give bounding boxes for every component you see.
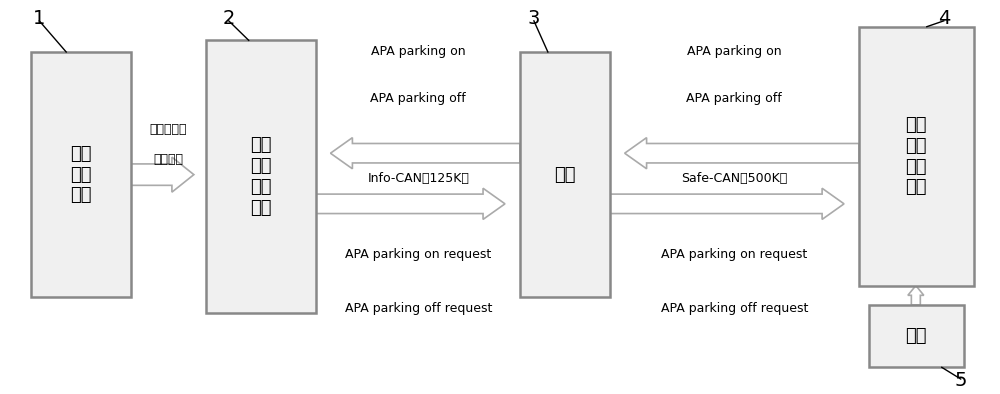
Text: APA parking off: APA parking off (686, 92, 782, 105)
Text: 网关: 网关 (554, 165, 576, 184)
Bar (859, 27, 974, 286)
Text: Safe-CAN（500K）: Safe-CAN（500K） (681, 172, 787, 185)
Text: 4: 4 (938, 9, 950, 28)
Text: APA parking off: APA parking off (370, 92, 466, 105)
Bar (31, 52, 131, 297)
Text: APA parking on request: APA parking on request (345, 248, 491, 261)
FancyArrow shape (330, 138, 520, 169)
Text: 开关: 开关 (906, 327, 927, 345)
Bar (206, 40, 316, 313)
Text: APA parking on request: APA parking on request (661, 248, 807, 261)
Text: 自动
泊车
系统
单元: 自动 泊车 系统 单元 (906, 116, 927, 196)
FancyArrow shape (610, 188, 844, 219)
Text: 5: 5 (954, 372, 967, 390)
Text: APA parking off request: APA parking off request (345, 303, 492, 316)
FancyArrow shape (908, 286, 924, 305)
FancyArrow shape (131, 157, 194, 192)
Text: Info-CAN（125K）: Info-CAN（125K） (367, 172, 469, 185)
Bar (520, 52, 610, 297)
Bar (869, 305, 964, 367)
Text: APA parking on: APA parking on (687, 45, 782, 58)
Text: APA parking off request: APA parking off request (661, 303, 808, 316)
FancyArrow shape (625, 138, 859, 169)
Text: 3: 3 (528, 9, 540, 28)
Text: APA parking on: APA parking on (371, 45, 466, 58)
FancyArrow shape (316, 188, 505, 219)
Text: 2: 2 (223, 9, 235, 28)
Text: 1: 1 (33, 9, 45, 28)
Text: 导航
系统
单元: 导航 系统 单元 (70, 145, 92, 204)
Text: 语音发出: 语音发出 (153, 152, 183, 165)
Text: 停车场到达: 停车场到达 (149, 123, 187, 136)
Text: 车载
信息
娱乐
终端: 车载 信息 娱乐 终端 (250, 136, 271, 217)
